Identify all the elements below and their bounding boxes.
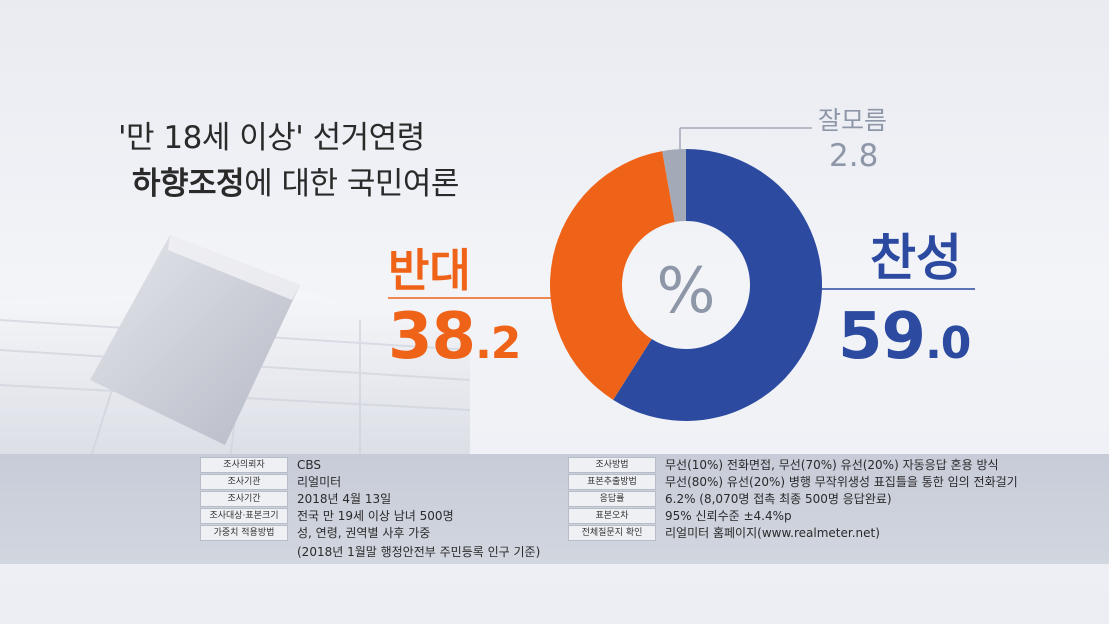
percent-center-label: % [657, 254, 716, 327]
info-right-row: 조사방법 무선(10%) 전화면접, 무선(70%) 유선(20%) 자동응답 혼… [568, 456, 999, 473]
info-left-row: 조사의뢰자 CBS [200, 456, 322, 473]
info-left-value: 전국 만 19세 이상 남녀 500명 [297, 509, 454, 523]
info-left-row: 가중치 적용방법 성, 연령, 권역별 사후 가중 [200, 524, 431, 541]
dont-know-slice [662, 149, 686, 222]
agree-value-dec: .0 [925, 318, 971, 369]
dont-know-label: 잘모름 [818, 106, 888, 135]
oppose-value: 38.2 [388, 300, 521, 374]
info-right-row: 전체질문지 확인 리얼미터 홈페이지(www.realmeter.net) [568, 524, 880, 541]
info-right-row: 응답률 6.2% (8,070명 접촉 최종 500명 응답완료) [568, 490, 892, 507]
info-right-key: 표본추출방법 [568, 473, 656, 490]
info-right-key: 전체질문지 확인 [568, 524, 656, 541]
agree-slice [613, 149, 822, 421]
info-left-value: 2018년 4월 13일 [297, 492, 392, 506]
info-right-value: 95% 신뢰수준 ±4.4%p [665, 509, 792, 523]
info-right-value: 리얼미터 홈페이지(www.realmeter.net) [665, 526, 880, 540]
info-right-row: 표본추출방법 무선(80%) 유선(20%) 병행 무작위생성 표집틀을 통한 임… [568, 473, 1018, 490]
oppose-value-dec: .2 [475, 318, 521, 369]
info-left-key: 조사기관 [200, 473, 288, 490]
ballot-box-illustration [0, 190, 480, 460]
title-rest: 에 대한 국민여론 [244, 166, 459, 202]
dont-know-value: 2.8 [829, 138, 879, 174]
chart-title-line2: 하향조정에 대한 국민여론 [132, 158, 459, 203]
oppose-value-int: 38 [388, 300, 476, 374]
info-left-value: CBS [297, 457, 322, 472]
agree-label: 찬성 [870, 229, 962, 287]
survey-info-panel: 조사의뢰자 CBS 조사기관 리얼미터 조사기간 2018년 4월 13일 조사대상·표본크… [0, 454, 1109, 564]
info-left-key: 조사의뢰자 [200, 456, 288, 473]
info-left-key: 조사기간 [200, 490, 288, 507]
oppose-label: 반대 [388, 244, 471, 297]
title-highlight: 하향조정 [132, 166, 245, 202]
info-left-value: 성, 연령, 권역별 사후 가중 [297, 526, 431, 540]
agree-value-int: 59 [838, 300, 926, 374]
info-right-key: 응답률 [568, 490, 656, 507]
info-right-value: 무선(10%) 전화면접, 무선(70%) 유선(20%) 자동응답 혼용 방식 [665, 458, 999, 472]
info-left-key: 조사대상·표본크기 [200, 507, 288, 524]
info-right-value: 6.2% (8,070명 접촉 최종 500명 응답완료) [665, 492, 892, 506]
info-left-row: 조사기관 리얼미터 [200, 473, 342, 490]
info-right-key: 표본오차 [568, 507, 656, 524]
info-right-key: 조사방법 [568, 456, 656, 473]
oppose-slice [549, 151, 675, 400]
info-left-key: 가중치 적용방법 [200, 524, 288, 541]
agree-value: 59.0 [838, 300, 971, 374]
info-right-value: 무선(80%) 유선(20%) 병행 무작위생성 표집틀을 통한 임의 전화걸기 [665, 475, 1018, 489]
info-left-value: 리얼미터 [297, 475, 342, 489]
info-left-extra: (2018년 1월말 행정안전부 주민등록 인구 기준) [297, 545, 541, 559]
info-left-row: 조사기간 2018년 4월 13일 [200, 490, 392, 507]
info-right-row: 표본오차 95% 신뢰수준 ±4.4%p [568, 507, 792, 524]
chart-title-line1: '만 18세 이상' 선거연령 [118, 120, 425, 156]
info-left-row: 조사대상·표본크기 전국 만 19세 이상 남녀 500명 [200, 507, 454, 524]
